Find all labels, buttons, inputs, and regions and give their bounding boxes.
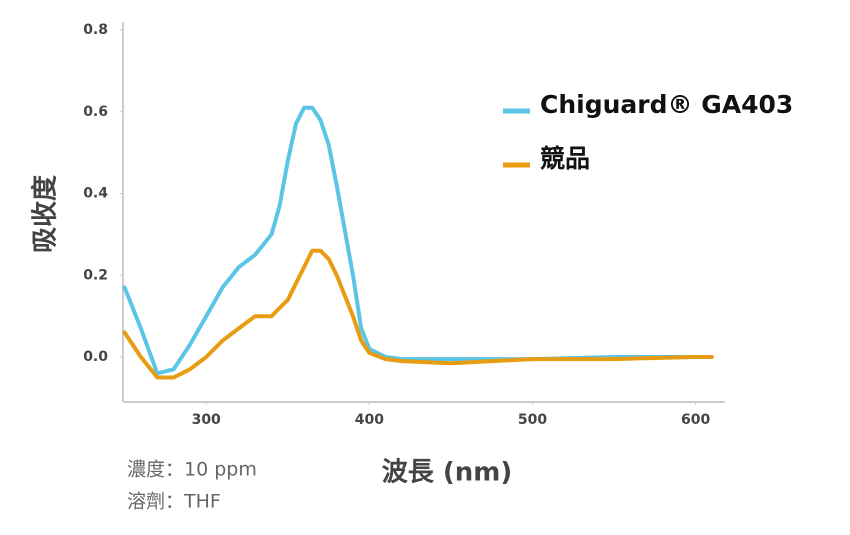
legend-label: 競品 (540, 144, 590, 173)
x-axis-title: 波長 (nm) (382, 458, 512, 488)
y-tick-label: 0.6 (83, 104, 108, 120)
y-axis-title: 吸收度 (30, 175, 61, 253)
y-tick-label: 0.8 (83, 22, 108, 38)
y-tick-label: 0.2 (83, 267, 108, 283)
x-tick-label: 600 (681, 412, 710, 428)
y-tick-label: 0.0 (83, 349, 108, 365)
x-tick-label: 500 (518, 412, 547, 428)
line (122, 248, 714, 380)
line (122, 105, 698, 376)
x-tick-label: 300 (192, 412, 221, 428)
y-tick-label: 0.4 (83, 186, 108, 202)
x-tick-label: 400 (355, 412, 384, 428)
note: 溶劑：THF (127, 491, 221, 513)
legend-label: Chiguard® GA403 (540, 90, 793, 119)
note: 濃度：10 ppm (127, 459, 257, 481)
